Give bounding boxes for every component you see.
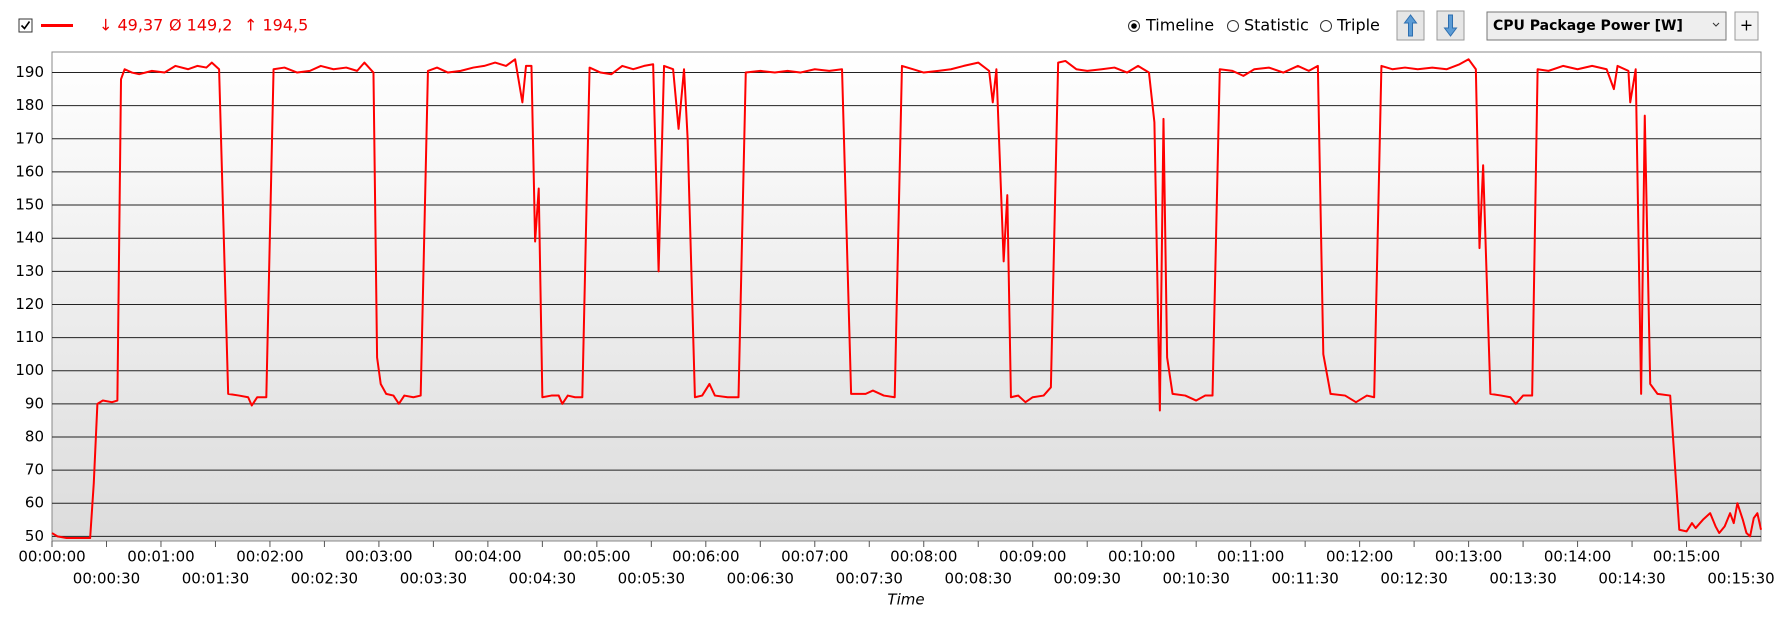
- y-tick-label: 110: [15, 328, 44, 346]
- x-tick-label: 00:09:00: [999, 548, 1066, 566]
- x-tick-label: 00:06:00: [672, 548, 739, 566]
- y-tick-label: 90: [25, 394, 44, 412]
- y-tick-label: 130: [15, 262, 44, 280]
- data-line: [51, 58, 1762, 540]
- sensor-dropdown[interactable]: [1486, 11, 1727, 41]
- x-tick-label: 00:11:00: [1217, 548, 1284, 566]
- y-tick-label: 80: [25, 427, 44, 445]
- radio[interactable]: [1227, 20, 1239, 32]
- x-tick-label: 00:10:00: [1108, 548, 1175, 566]
- x-axis-title: Time: [887, 591, 924, 609]
- x-tick-label: 00:03:30: [400, 570, 467, 588]
- x-tick-label: 00:13:30: [1489, 570, 1556, 588]
- y-tick-label: 190: [15, 63, 44, 81]
- x-tick-label: 00:11:30: [1271, 570, 1338, 588]
- stat-max: ↑ 194,5: [244, 16, 308, 35]
- x-tick-label: 00:10:30: [1162, 570, 1229, 588]
- radio-label[interactable]: Triple: [1336, 16, 1380, 35]
- up-arrow: [1403, 14, 1418, 37]
- x-tick-label: 00:04:00: [454, 548, 521, 566]
- y-tick-label: 100: [15, 361, 44, 379]
- down-arrow: [1443, 14, 1458, 37]
- x-tick-label: 00:09:30: [1054, 570, 1121, 588]
- radio-dot: [1131, 23, 1137, 29]
- y-tick-label: 120: [15, 295, 44, 313]
- x-tick-label: 00:07:00: [781, 548, 848, 566]
- y-tick-label: 180: [15, 96, 44, 114]
- radio[interactable]: [1320, 20, 1332, 32]
- dropdown-label: CPU Package Power [W]: [1493, 18, 1683, 34]
- y-tick-label: 160: [15, 162, 44, 180]
- y-tick-label: 60: [25, 494, 44, 512]
- x-tick-label: 00:03:00: [345, 548, 412, 566]
- x-tick-label: 00:08:00: [890, 548, 957, 566]
- y-tick-label: 140: [15, 229, 44, 247]
- add-label[interactable]: +: [1740, 16, 1753, 35]
- x-tick-label: 00:08:30: [945, 570, 1012, 588]
- x-tick-label: 00:14:30: [1598, 570, 1665, 588]
- x-tick-label: 00:12:30: [1380, 570, 1447, 588]
- x-tick-label: 00:04:30: [509, 570, 576, 588]
- x-tick-label: 00:05:30: [618, 570, 685, 588]
- x-tick-label: 00:07:30: [836, 570, 903, 588]
- x-tick-label: 00:00:30: [73, 570, 140, 588]
- plot-area: [51, 51, 1762, 542]
- y-tick-label: 150: [15, 196, 44, 214]
- x-tick-label: 00:15:00: [1653, 548, 1720, 566]
- x-tick-label: 00:02:00: [236, 548, 303, 566]
- y-tick-label: 170: [15, 129, 44, 147]
- radio-label[interactable]: Timeline: [1145, 16, 1214, 35]
- x-tick-label: 00:14:00: [1544, 548, 1611, 566]
- x-tick-label: 00:01:30: [182, 570, 249, 588]
- add-button[interactable]: [1734, 11, 1759, 41]
- checkmark: [20, 21, 31, 30]
- radio-label[interactable]: Statistic: [1244, 16, 1309, 35]
- x-tick-label: 00:15:30: [1707, 570, 1774, 588]
- x-tick-label: 00:12:00: [1326, 548, 1393, 566]
- checkbox[interactable]: [18, 18, 33, 33]
- x-tick-label: 00:05:00: [563, 548, 630, 566]
- x-tick-label: 00:00:00: [18, 548, 85, 566]
- x-tick-label: 00:01:00: [127, 548, 194, 566]
- y-tick-label: 70: [25, 461, 44, 479]
- stat-avg: Ø 149,2: [169, 16, 232, 35]
- dropdown-caret: [1712, 22, 1720, 27]
- stat-min: ↓ 49,37: [99, 16, 163, 35]
- x-tick-label: 00:13:00: [1435, 548, 1502, 566]
- y-tick-label: 50: [25, 527, 44, 545]
- x-tick-label: 00:06:30: [727, 570, 794, 588]
- x-tick-label: 00:02:30: [291, 570, 358, 588]
